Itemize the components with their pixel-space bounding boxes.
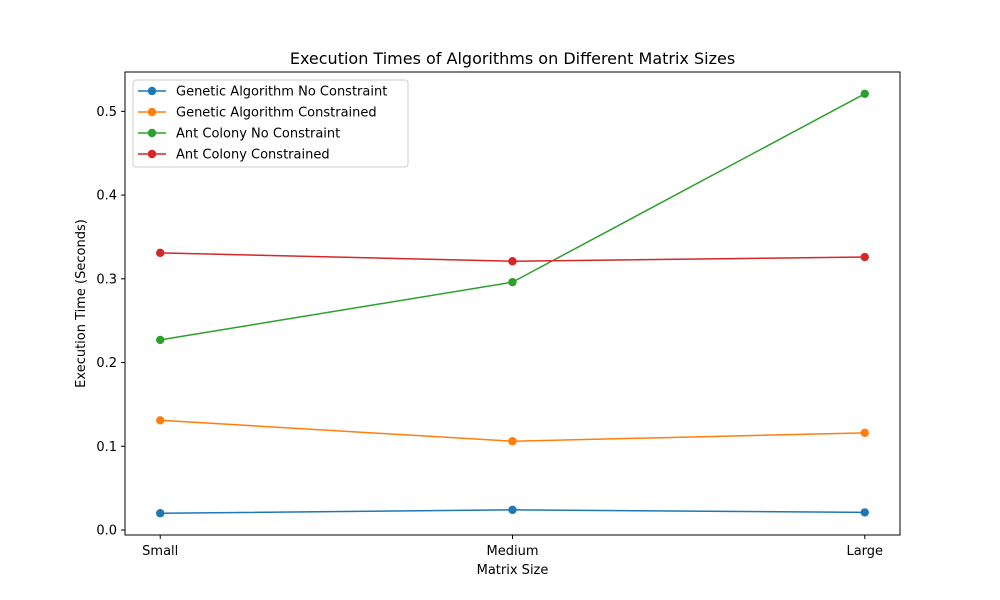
legend: Genetic Algorithm No Constraint Genetic A… xyxy=(132,79,409,168)
data-point xyxy=(860,252,869,262)
y-axis: 0.0 0.1 0.2 0.3 0.4 0.5 xyxy=(96,105,125,538)
data-point xyxy=(860,89,869,98)
data-point xyxy=(860,508,869,517)
data-point xyxy=(156,248,165,258)
legend-items: Genetic Algorithm No Constraint Genetic A… xyxy=(138,85,387,163)
legend-marker-swatch xyxy=(147,149,157,159)
x-axis-label: Matrix Size xyxy=(477,563,549,578)
data-point xyxy=(508,437,517,446)
y-tick-label: 0.1 xyxy=(96,440,117,455)
data-point xyxy=(156,335,165,345)
y-tick-label: 0.5 xyxy=(96,105,117,120)
series-group xyxy=(156,505,869,518)
legend-frame xyxy=(132,79,409,168)
data-point xyxy=(508,505,517,515)
legend-label: Genetic Algorithm Constrained xyxy=(176,106,377,121)
series-group xyxy=(156,416,869,446)
x-tick-label: Large xyxy=(846,544,883,559)
y-tick-label: 0.3 xyxy=(96,272,117,287)
chart-title: Execution Times of Algorithms on Differe… xyxy=(290,49,735,68)
x-axis: Small Medium Large xyxy=(142,535,883,559)
legend-label: Ant Colony No Constraint xyxy=(176,127,340,142)
legend-entry: Genetic Algorithm No Constraint xyxy=(138,85,387,100)
y-tick-label: 0.4 xyxy=(96,189,117,204)
x-tick-label: Medium xyxy=(487,544,539,559)
y-tick-label: 0.2 xyxy=(96,356,117,371)
legend-marker-swatch xyxy=(147,107,157,117)
legend-entry: Genetic Algorithm Constrained xyxy=(138,106,377,121)
series-layer xyxy=(156,89,869,518)
legend-entry: Ant Colony No Constraint xyxy=(138,127,340,142)
data-point xyxy=(508,277,517,287)
data-point xyxy=(860,428,869,438)
legend-label: Genetic Algorithm No Constraint xyxy=(176,85,387,100)
series-group xyxy=(156,89,869,345)
series-group xyxy=(156,248,869,266)
data-point xyxy=(156,416,165,425)
data-point xyxy=(156,509,165,518)
data-point xyxy=(508,257,517,266)
y-axis-label: Execution Time (Seconds) xyxy=(74,219,89,388)
y-tick-label: 0.0 xyxy=(96,523,117,538)
legend-label: Ant Colony Constrained xyxy=(176,148,330,163)
legend-marker-swatch xyxy=(147,86,157,96)
legend-entry: Ant Colony Constrained xyxy=(138,148,330,163)
x-tick-label: Small xyxy=(142,544,178,559)
legend-marker-swatch xyxy=(147,128,157,138)
